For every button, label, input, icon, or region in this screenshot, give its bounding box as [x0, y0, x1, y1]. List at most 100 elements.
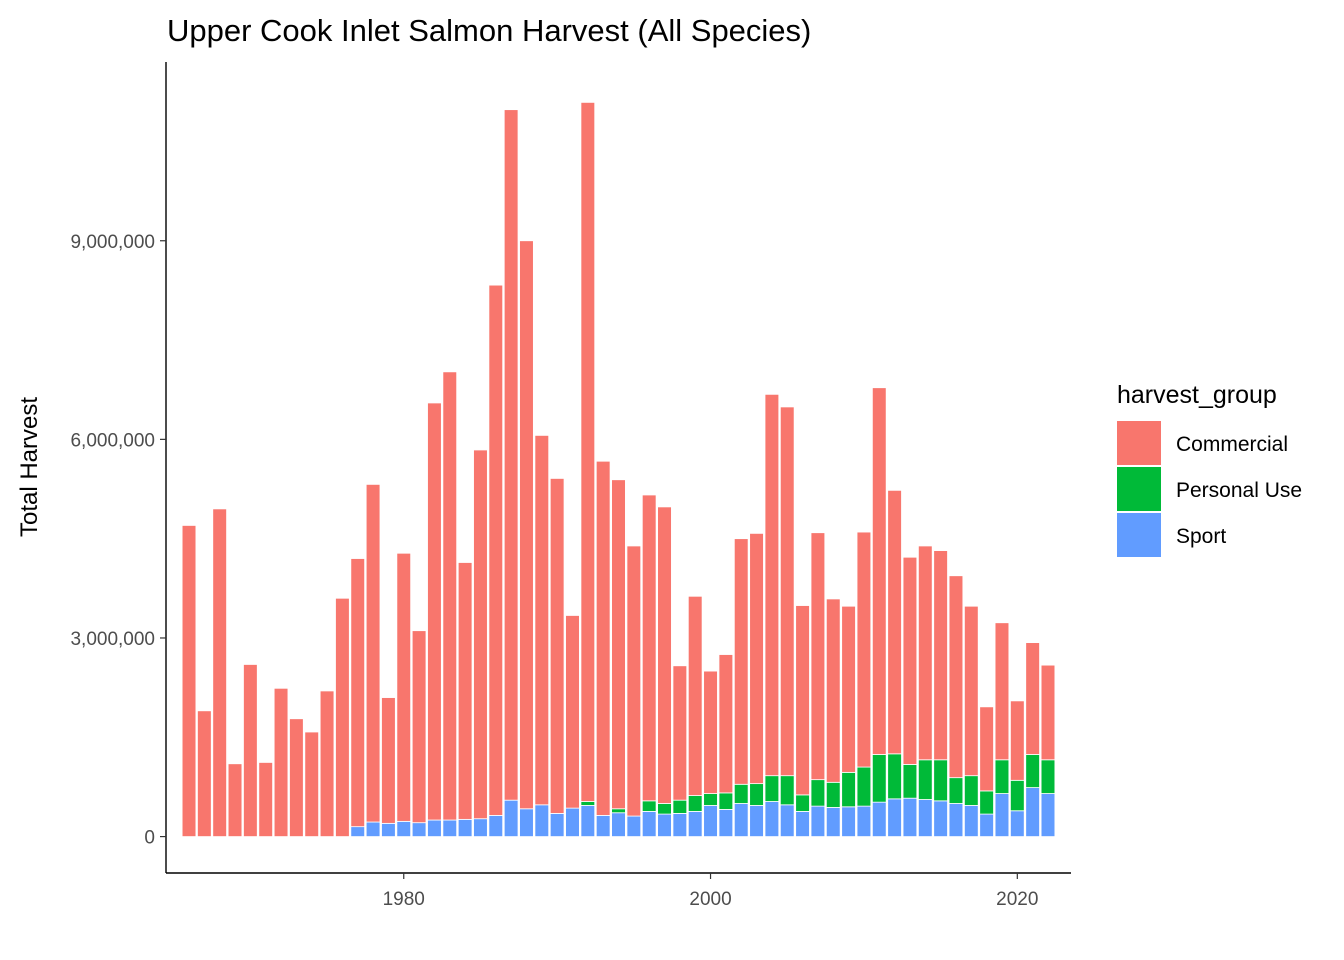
x-tick-label: 2000: [689, 889, 731, 910]
axes-layer: 0 3,000,000 6,000,000 9,000,000 1980 2000 2020: [70, 62, 1071, 910]
bar-personal-use-1999: [687, 795, 703, 812]
bar-commercial-1967: [197, 710, 212, 837]
bar-sport-1985: [473, 818, 488, 837]
bar-commercial-1986: [488, 284, 504, 816]
bar-sport-2016: [948, 803, 964, 837]
bar-commercial-1974: [304, 731, 320, 837]
bar-sport-2003: [749, 805, 764, 837]
bar-personal-use-2021: [1025, 754, 1040, 788]
bar-sport-1989: [534, 804, 550, 837]
legend-swatch-personal-use: [1117, 467, 1161, 511]
bar-commercial-2005: [779, 406, 795, 777]
bar-personal-use-2008: [825, 781, 841, 808]
bar-personal-use-1997: [657, 803, 672, 815]
bar-commercial-1998: [672, 665, 688, 801]
bar-sport-2002: [733, 803, 749, 837]
bar-sport-1980: [396, 820, 412, 837]
bar-personal-use-2011: [871, 754, 887, 803]
bar-personal-use-2015: [933, 759, 948, 802]
legend-swatch-sport: [1117, 513, 1161, 557]
bar-sport-1994: [611, 812, 626, 837]
bar-commercial-2008: [825, 598, 841, 783]
bar-sport-2012: [887, 798, 902, 837]
bar-sport-1997: [657, 813, 672, 837]
bar-commercial-2019: [994, 622, 1010, 761]
bar-commercial-2007: [810, 532, 826, 781]
bar-commercial-1989: [534, 434, 550, 806]
bar-commercial-1984: [457, 562, 473, 820]
bar-commercial-2020: [1010, 700, 1025, 781]
bar-sport-2019: [994, 793, 1010, 837]
bar-personal-use-2019: [994, 759, 1010, 794]
bar-personal-use-2005: [779, 775, 795, 806]
bar-commercial-1966: [181, 525, 197, 837]
bar-commercial-2011: [871, 387, 887, 755]
bar-commercial-1985: [473, 449, 488, 820]
bar-commercial-1973: [289, 718, 304, 837]
bar-commercial-1994: [611, 479, 626, 810]
bar-commercial-1982: [427, 402, 442, 821]
bar-personal-use-2000: [703, 793, 718, 806]
bar-personal-use-2001: [718, 792, 734, 810]
bar-sport-2022: [1040, 793, 1056, 837]
legend-title: harvest_group: [1117, 381, 1277, 409]
bar-personal-use-1996: [641, 800, 657, 812]
bar-personal-use-2017: [963, 775, 979, 806]
bar-commercial-2013: [902, 556, 918, 765]
bar-commercial-2001: [718, 654, 734, 794]
bar-sport-2018: [979, 813, 994, 837]
bar-commercial-1996: [641, 494, 657, 802]
bar-personal-use-2007: [810, 779, 826, 807]
bar-commercial-1997: [657, 506, 672, 804]
bar-sport-2006: [795, 811, 810, 837]
legend: harvest_group Commercial Personal Use Sport: [1117, 381, 1302, 557]
bar-sport-1990: [549, 813, 565, 837]
bar-commercial-2006: [795, 605, 810, 796]
bar-commercial-2010: [856, 531, 872, 768]
bar-personal-use-2002: [733, 783, 749, 804]
bar-personal-use-2013: [902, 764, 918, 799]
y-tick-label: 3,000,000: [70, 629, 155, 650]
bar-sport-2010: [856, 805, 872, 837]
x-tick-label: 1980: [383, 889, 425, 910]
bar-commercial-1995: [626, 545, 642, 817]
bar-commercial-1969: [227, 763, 243, 837]
bar-commercial-1999: [687, 595, 703, 796]
bar-sport-1986: [488, 815, 504, 837]
bar-commercial-2002: [733, 538, 749, 785]
bar-personal-use-2003: [749, 783, 764, 806]
bar-personal-use-2004: [764, 775, 780, 802]
bar-sport-1998: [672, 813, 688, 837]
bar-personal-use-2022: [1040, 759, 1056, 794]
y-tick-label: 0: [144, 828, 155, 849]
bar-commercial-2009: [841, 605, 856, 773]
bar-personal-use-1992: [580, 801, 596, 806]
bar-commercial-2000: [703, 670, 718, 794]
bar-commercial-1990: [549, 478, 565, 814]
bar-sport-2021: [1025, 787, 1040, 837]
bar-commercial-2014: [917, 545, 933, 761]
bar-personal-use-2018: [979, 790, 994, 815]
bar-sport-2011: [871, 801, 887, 837]
bar-commercial-2004: [764, 393, 780, 777]
bar-sport-1984: [457, 818, 473, 837]
bar-sport-2001: [718, 809, 734, 837]
bar-commercial-1977: [350, 558, 366, 828]
legend-label-sport: Sport: [1176, 525, 1226, 548]
bar-sport-2007: [810, 805, 826, 837]
bar-personal-use-2014: [917, 759, 933, 800]
bar-sport-1981: [411, 822, 427, 837]
bar-personal-use-1994: [611, 808, 626, 814]
bar-commercial-1979: [381, 697, 396, 824]
bar-commercial-1983: [442, 371, 458, 821]
bar-sport-1988: [519, 808, 534, 837]
bar-personal-use-2016: [948, 777, 964, 804]
bar-sport-1991: [565, 807, 580, 837]
bars-layer: [181, 101, 1056, 837]
bar-sport-2017: [963, 805, 979, 837]
legend-swatch-commercial: [1117, 421, 1161, 465]
bar-sport-2014: [917, 799, 933, 837]
bar-commercial-2003: [749, 532, 764, 785]
y-tick-label: 6,000,000: [70, 430, 155, 451]
